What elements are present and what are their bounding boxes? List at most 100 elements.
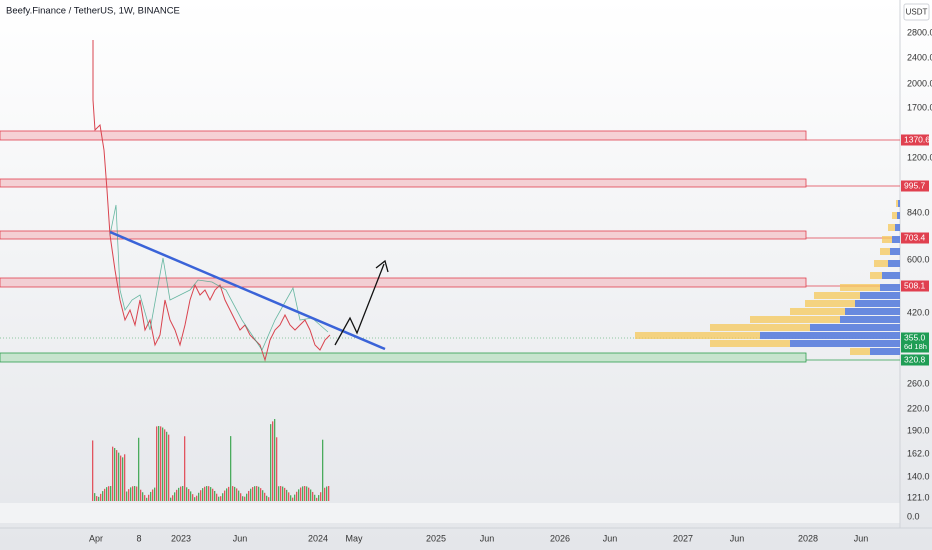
price-tag: [901, 134, 929, 146]
profile-row-core: [845, 308, 900, 315]
currency-label[interactable]: USDT: [906, 8, 928, 17]
profile-row-core: [882, 272, 900, 279]
volume-bar: [162, 427, 164, 501]
volume-bar: [234, 486, 236, 501]
volume-bar: [316, 497, 318, 501]
profile-row: [814, 292, 900, 299]
trend-line: [109, 230, 386, 351]
volume-bar: [262, 490, 264, 501]
volume-bar: [294, 494, 296, 501]
price-tag: [901, 232, 929, 244]
volume-bar: [242, 496, 244, 501]
volume-bar: [270, 424, 272, 501]
volume-bar: [184, 436, 186, 501]
currency-box[interactable]: [903, 3, 930, 21]
price-label: 2000.0: [907, 78, 932, 88]
volume-bar: [246, 493, 248, 501]
profile-row: [840, 284, 900, 291]
volume-bar: [150, 491, 152, 501]
profile-row: [710, 324, 900, 331]
volume-bar: [152, 489, 154, 501]
time-label: 2026: [550, 533, 570, 543]
volume-bar: [202, 488, 204, 501]
volume-bar: [178, 487, 180, 501]
support-zone: [0, 352, 807, 363]
volume-bar: [290, 495, 292, 501]
price-tag-label: 355.0: [904, 332, 926, 342]
volume-bar: [308, 487, 310, 501]
price-label: 260.0: [907, 378, 930, 388]
profile-row-core: [760, 332, 900, 339]
price-label: 2800.0: [907, 27, 932, 37]
volume-bar: [326, 486, 328, 501]
volume-bar: [248, 490, 250, 501]
volume-bar: [264, 492, 266, 501]
price-label: 162.0: [907, 448, 930, 458]
volume-bar: [114, 448, 116, 501]
volume-bar: [306, 486, 308, 501]
volume-bar: [268, 497, 270, 501]
volume-bar: [96, 496, 98, 501]
price-tag-label: 1370.6: [904, 134, 930, 144]
profile-row-core: [855, 300, 900, 307]
time-label: Jun: [233, 533, 248, 543]
price-label: 190.0: [907, 425, 930, 435]
volume-bar: [128, 489, 130, 501]
price-wicks: [109, 204, 329, 351]
profile-row-core: [897, 212, 900, 219]
volume-bar: [288, 492, 290, 501]
volume-bar: [238, 490, 240, 501]
profile-row: [892, 212, 900, 219]
volume-bar: [286, 489, 288, 501]
volume-bar: [116, 450, 118, 501]
volume-pane-separator: [0, 503, 900, 523]
time-label: May: [345, 533, 363, 543]
volume-bar: [136, 486, 138, 501]
volume-bar: [296, 491, 298, 501]
volume-bar: [158, 426, 160, 501]
volume-bar: [284, 487, 286, 501]
time-label: 2028: [798, 533, 818, 543]
volume-bar: [212, 488, 214, 501]
volume-bar: [272, 421, 274, 501]
volume-bar: [250, 488, 252, 501]
price-label: 840.0: [907, 207, 930, 217]
volume-bar: [164, 429, 166, 501]
price-label: 420.0: [907, 307, 930, 317]
profile-row-core: [895, 224, 900, 231]
price-tag: [901, 180, 929, 192]
time-label: Jun: [480, 533, 495, 543]
volume-bar: [322, 439, 324, 501]
volume-bar: [302, 486, 304, 501]
volume-bar: [266, 495, 268, 501]
volume-bar: [252, 487, 254, 501]
volume-bar: [110, 486, 112, 501]
price-label: 1700.0: [907, 102, 932, 112]
volume-bar: [108, 486, 110, 501]
symbol-title: Beefy.Finance / TetherUS, 1W, BINANCE: [6, 6, 180, 17]
profile-row: [874, 260, 900, 267]
volume-bar: [198, 492, 200, 501]
volume-bar: [190, 491, 192, 501]
volume-bar: [118, 452, 120, 501]
volume-bar: [226, 488, 228, 501]
volume-bar: [222, 493, 224, 501]
volume-bar: [240, 493, 242, 501]
volume-bar: [134, 486, 136, 501]
volume-bar: [300, 487, 302, 501]
volume-bar: [120, 455, 122, 501]
profile-row: [805, 300, 900, 307]
volume-bar: [122, 457, 124, 501]
volume-bar: [324, 487, 326, 501]
volume-bar: [142, 492, 144, 501]
time-label: 2023: [171, 533, 191, 543]
profile-row: [750, 316, 900, 323]
profile-row-core: [892, 236, 900, 243]
volume-bar: [244, 496, 246, 501]
volume-bar: [140, 489, 142, 501]
resistance-zone: [0, 130, 807, 141]
volume-bar: [126, 491, 128, 501]
volume-bar: [192, 494, 194, 501]
volume-bar: [282, 486, 284, 501]
volume-bar: [236, 488, 238, 501]
